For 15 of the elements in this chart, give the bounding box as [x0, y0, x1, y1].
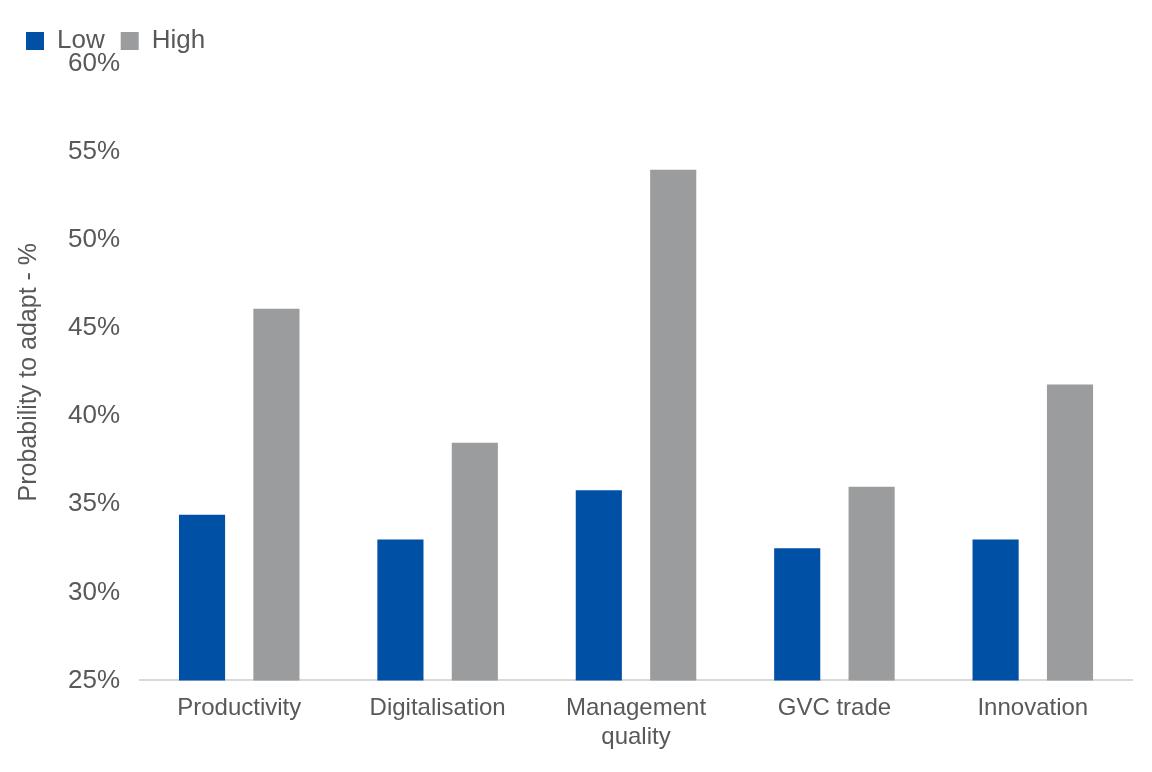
y-tick-label: 50% — [67, 223, 121, 254]
y-tick-label: 30% — [67, 575, 121, 606]
y-tick-label: 60% — [67, 47, 121, 78]
y-tick-label: 45% — [67, 311, 121, 342]
y-tick-label: 35% — [67, 487, 121, 518]
y-tick-label: 55% — [67, 135, 121, 166]
y-tick-label: 25% — [67, 663, 121, 694]
x-tick-label: GVC trade — [777, 693, 892, 721]
x-tick-label: Innovation — [977, 693, 1089, 721]
x-tick-label: Management quality — [565, 693, 707, 750]
y-axis-title: Probability to adapt - % — [12, 242, 41, 502]
y-tick-label: 40% — [67, 399, 121, 430]
legend-label: High — [151, 24, 206, 55]
x-tick-label: Digitalisation — [369, 693, 506, 721]
x-tick-label: Productivity — [177, 693, 302, 721]
